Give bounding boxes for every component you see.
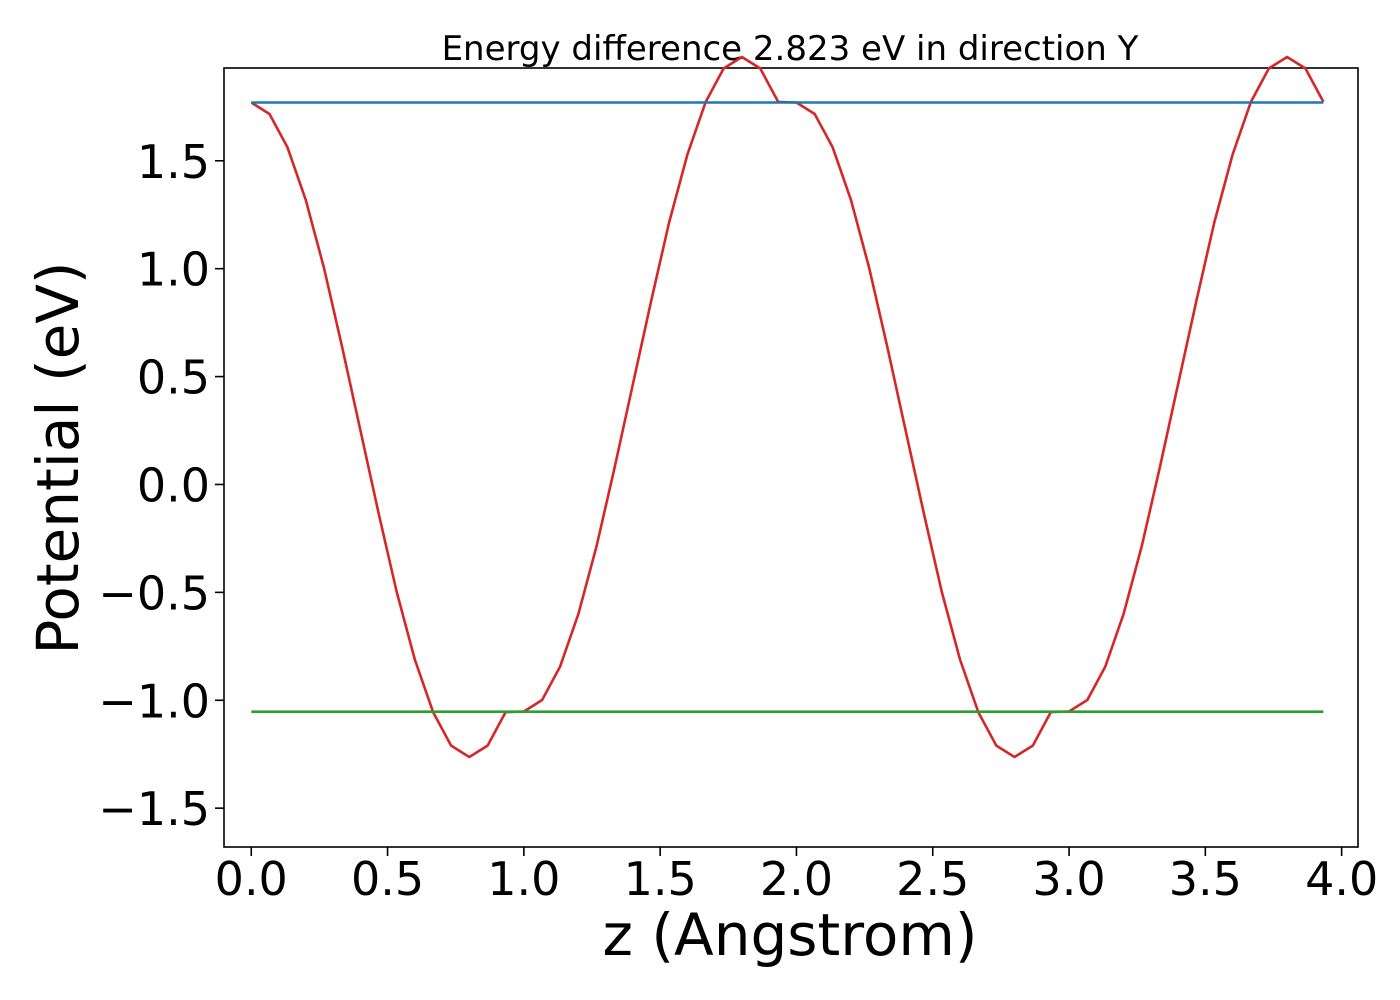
x-tick-label: 1.0 (487, 852, 560, 906)
x-tick-label: 4.0 (1305, 852, 1378, 906)
x-axis: 0.0 0.5 1.0 1.5 2.0 2.5 3.0 3.5 4.0 (215, 847, 1378, 906)
x-axis-label: z (Angstrom) (603, 901, 978, 969)
x-tick-label: 3.0 (1032, 852, 1105, 906)
y-axis: −1.5 −1.0 −0.5 0.0 0.5 1.0 1.5 (98, 135, 224, 836)
y-tick-label: −1.0 (98, 674, 210, 728)
x-tick-label: 0.5 (351, 852, 424, 906)
y-tick-label: 0.0 (137, 458, 210, 512)
chart-title: Energy difference 2.823 eV in direction … (442, 29, 1139, 69)
y-tick-label: 0.5 (137, 351, 210, 405)
axes-frame (223, 67, 1359, 848)
x-tick-label: 1.5 (624, 852, 697, 906)
x-tick-label: 0.0 (215, 852, 288, 906)
x-tick-label: 2.5 (896, 852, 969, 906)
y-tick-label: 1.0 (137, 243, 210, 297)
x-tick-label: 2.0 (760, 852, 833, 906)
y-tick-label: −0.5 (98, 566, 210, 620)
series-layer (250, 55, 1325, 759)
y-tick-label: −1.5 (98, 782, 210, 836)
series-line-1 (250, 55, 1325, 759)
y-axis-label: Potential (eV) (24, 261, 92, 654)
y-tick-label: 1.5 (137, 135, 210, 189)
x-tick-label: 3.5 (1169, 852, 1242, 906)
plot-area (223, 55, 1359, 848)
